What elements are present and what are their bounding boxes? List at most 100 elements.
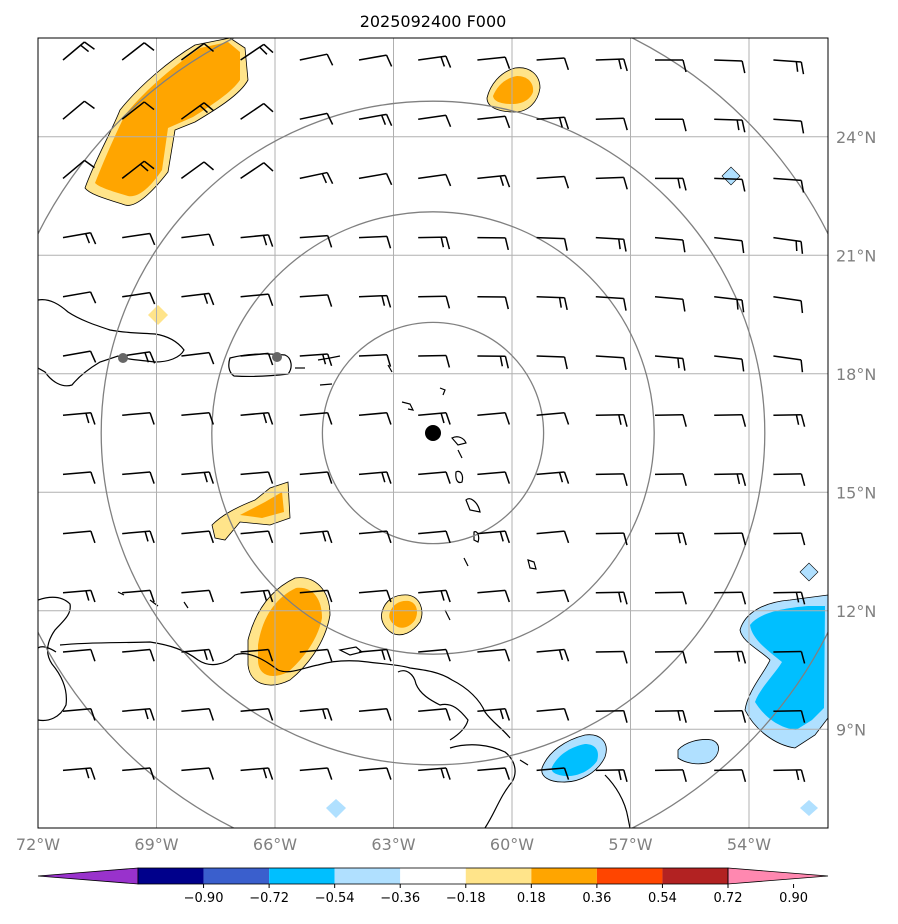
wind-barb	[773, 59, 805, 75]
longitude-tick-label: 69°W	[134, 835, 178, 854]
colorbar-tick-label: −0.90	[184, 891, 224, 906]
wind-barb	[240, 162, 274, 180]
wind-barb	[299, 767, 333, 780]
wind-barb	[62, 589, 96, 603]
negative-anomaly-region	[677, 739, 719, 765]
colorbar-tick-label: 0.18	[517, 891, 546, 906]
wind-barb	[714, 709, 747, 723]
wind-barb	[240, 293, 274, 307]
wind-barb	[121, 42, 155, 61]
coastline	[527, 559, 537, 570]
coastline	[59, 641, 511, 739]
wind-barb	[418, 648, 451, 662]
wind-barb	[240, 708, 274, 721]
wind-barb	[595, 650, 628, 664]
wind-barb	[536, 471, 570, 484]
city-marker	[272, 352, 282, 362]
wind-barb	[418, 530, 451, 544]
wind-barb	[358, 530, 392, 544]
latitude-tick-label: 21°N	[836, 246, 876, 265]
wind-barb	[773, 413, 806, 427]
wind-barb	[62, 100, 95, 120]
wind-barb	[773, 591, 806, 605]
wind-barb	[477, 648, 511, 662]
storm-center-marker	[425, 425, 441, 441]
longitude-labels: 72°W 69°W 66°W 63°W 60°W 57°W 54°W	[16, 835, 771, 854]
colorbar-extend-high	[727, 867, 829, 885]
wind-barb	[180, 161, 215, 180]
wind-barb	[773, 532, 806, 546]
wind-barb	[122, 589, 155, 603]
wind-barb	[122, 471, 155, 484]
wind-barb	[714, 296, 745, 313]
wind-barb	[358, 708, 392, 721]
wind-barb	[358, 412, 392, 425]
wind-barb	[418, 708, 451, 721]
wind-barb	[299, 234, 333, 248]
wind-barb	[714, 118, 746, 133]
wind-barb	[181, 648, 215, 662]
wind-barb	[773, 473, 806, 487]
coastline	[401, 401, 415, 411]
wind-barb	[714, 355, 745, 372]
negative-anomaly-region	[721, 166, 741, 186]
wind-barb	[122, 708, 155, 721]
wind-barb	[418, 236, 451, 250]
wind-barb	[773, 296, 804, 314]
wind-barb	[654, 769, 687, 783]
wind-barb	[714, 650, 747, 664]
wind-barb	[122, 291, 156, 305]
wind-barb	[121, 101, 155, 120]
wind-barb	[240, 648, 274, 662]
wind-barb	[418, 55, 452, 68]
wind-barb	[358, 172, 393, 186]
wind-barb	[654, 473, 687, 487]
wind-barb	[181, 233, 215, 247]
wind-barb	[536, 530, 570, 544]
wind-barb	[62, 231, 97, 245]
wind-barb	[358, 235, 392, 249]
wind-barb	[477, 56, 511, 69]
wind-barbs	[62, 41, 806, 783]
wind-barb	[358, 589, 392, 603]
wind-barb	[714, 236, 745, 254]
coastline	[465, 498, 481, 513]
wind-barb	[240, 352, 274, 366]
coastline	[317, 355, 341, 361]
wind-barb	[299, 471, 333, 484]
wind-barb	[773, 177, 805, 193]
wind-barb	[181, 292, 215, 306]
wind-barb	[536, 412, 570, 425]
wind-barb	[181, 412, 215, 425]
positive-anomaly-core	[493, 76, 534, 104]
wind-barb	[299, 171, 334, 185]
wind-barb	[418, 295, 451, 309]
wind-barb	[477, 236, 510, 251]
wind-barb	[240, 102, 274, 120]
wind-barb	[654, 236, 686, 253]
wind-barb	[773, 769, 806, 783]
longitude-tick-label: 72°W	[16, 835, 60, 854]
wind-barb	[477, 530, 511, 544]
wind-barb	[595, 413, 628, 427]
positive-anomaly-core	[389, 600, 417, 628]
wind-barb	[773, 118, 805, 134]
wind-barb	[477, 174, 511, 188]
wind-barb	[654, 355, 686, 371]
wind-barb	[773, 236, 804, 254]
wind-barb	[595, 296, 627, 311]
latitude-tick-label: 24°N	[836, 128, 876, 147]
wind-barb	[536, 767, 570, 780]
wind-barb	[418, 767, 451, 780]
range-ring	[211, 211, 655, 655]
wind-barb	[299, 648, 333, 662]
coastline	[473, 531, 480, 543]
wind-barb	[62, 350, 97, 363]
range-ring	[321, 321, 545, 545]
wind-barb	[180, 102, 215, 120]
wind-barb	[122, 648, 155, 662]
wind-barb	[536, 116, 570, 130]
wind-barb	[240, 530, 274, 544]
wind-barb	[240, 412, 274, 425]
